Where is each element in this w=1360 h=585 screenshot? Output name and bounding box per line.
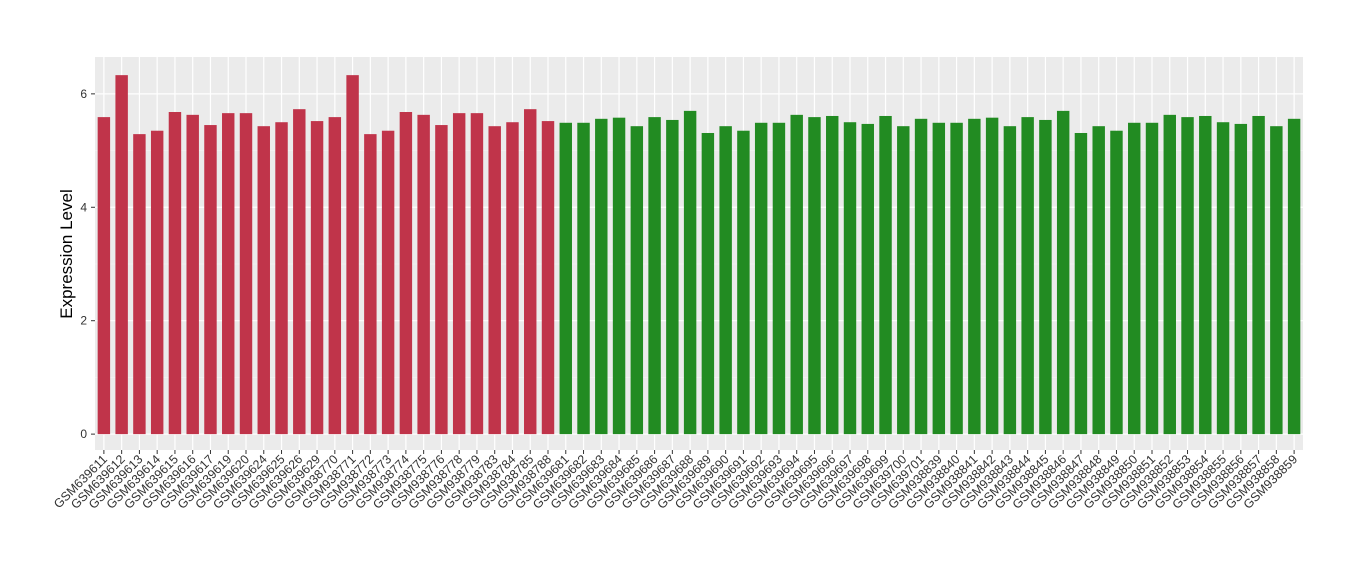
bar [470,113,484,435]
bar [1003,126,1017,435]
bar [701,132,715,435]
y-tick-label: 0 [80,427,87,441]
bar [1110,130,1123,435]
y-tick-label: 6 [80,87,87,101]
bar [204,125,217,435]
bar [754,122,768,435]
bar [133,134,146,435]
bar [1216,122,1230,435]
y-tick-label: 4 [80,200,87,214]
bar [648,117,661,435]
bar [968,118,981,435]
bar [399,112,413,435]
bar [452,113,466,435]
bar [666,119,679,435]
bar [222,113,235,435]
bar [488,126,501,435]
bar [186,114,199,435]
bar [257,126,270,435]
bar [1021,117,1034,435]
bar [115,75,128,435]
bar [417,114,430,435]
bar [879,115,892,435]
bar [683,110,697,435]
bar [1181,117,1194,435]
bar [168,112,182,435]
bar [328,117,342,435]
bar [293,109,306,435]
bar [790,114,803,435]
bar [150,130,164,435]
bar [1092,126,1105,435]
bar [1039,119,1052,435]
bar [559,122,572,435]
bar [595,118,608,435]
y-axis-label: Expression Level [57,189,76,318]
bar [772,122,786,435]
bar [541,121,555,435]
bar [435,125,448,435]
bar [506,122,519,435]
bar [808,117,821,435]
bar [1163,114,1176,435]
bar [97,117,111,435]
bar [737,130,750,435]
bar [1287,118,1301,435]
bar [897,126,910,435]
bar [950,122,963,435]
bar [239,113,253,435]
bar [985,117,999,435]
bar [1252,115,1265,435]
bar [310,121,324,435]
bar [381,130,395,435]
bar [1145,122,1159,435]
bar [364,134,377,435]
bar [346,75,359,435]
bar [1234,123,1248,435]
bar [1128,122,1141,435]
bar [524,109,537,435]
y-tick-label: 2 [80,314,87,328]
bar [861,123,874,435]
bar [1270,126,1283,435]
bar [843,122,857,435]
bar [1056,110,1070,435]
bar [932,122,946,435]
bar [577,122,590,435]
bar [630,126,644,435]
bar [275,122,288,435]
bar [612,117,626,435]
bar [914,118,928,435]
bar [1074,132,1088,435]
bar [719,126,732,435]
bar [826,115,839,435]
bar [1199,115,1212,435]
